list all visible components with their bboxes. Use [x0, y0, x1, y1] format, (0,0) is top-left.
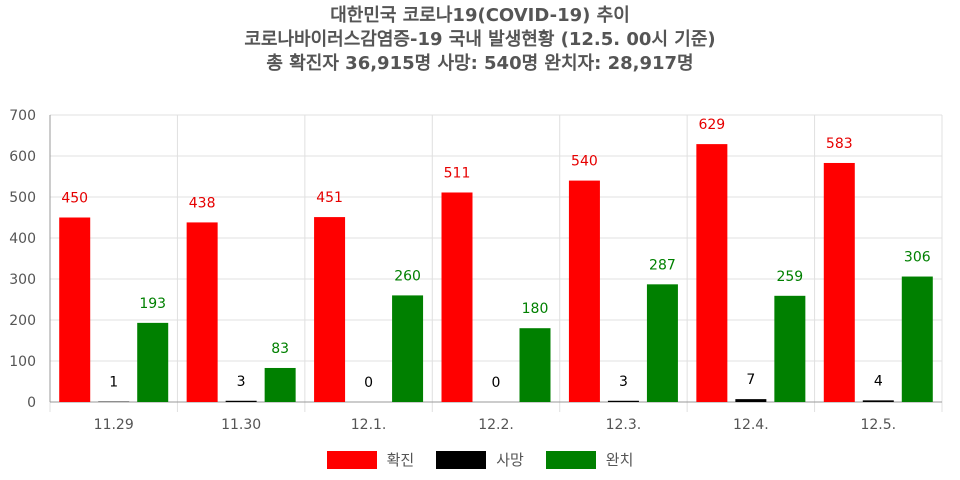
- bar[interactable]: [901, 276, 933, 402]
- data-label: 83: [271, 341, 289, 357]
- data-label: 511: [444, 165, 471, 181]
- bar[interactable]: [568, 180, 600, 402]
- bar[interactable]: [314, 217, 346, 402]
- data-label: 259: [776, 269, 803, 285]
- data-label: 287: [649, 257, 676, 273]
- y-tick-label: 600: [9, 149, 36, 165]
- data-label: 193: [139, 296, 166, 312]
- data-label: 438: [189, 195, 216, 211]
- bar[interactable]: [646, 284, 678, 402]
- y-tick-label: 300: [9, 272, 36, 288]
- data-label: 3: [237, 374, 246, 390]
- bar[interactable]: [441, 192, 473, 402]
- bar[interactable]: [823, 162, 855, 402]
- bar[interactable]: [519, 328, 551, 402]
- data-label: 583: [826, 136, 853, 152]
- data-label: 306: [904, 250, 931, 266]
- title-line-2: 코로나바이러스감염증-19 국내 발생현황 (12.5. 00시 기준): [244, 29, 716, 50]
- data-label: 7: [746, 372, 755, 388]
- data-label: 1: [109, 375, 118, 391]
- bar[interactable]: [862, 400, 894, 402]
- y-tick-label: 200: [9, 313, 36, 329]
- title-line-3: 총 확진자 36,915명 사망: 540명 완치자: 28,917명: [266, 53, 694, 74]
- x-tick-label: 12.1.: [351, 417, 387, 433]
- y-tick-label: 0: [27, 395, 36, 411]
- y-tick-label: 700: [9, 108, 36, 124]
- x-tick-label: 11.30: [221, 417, 261, 433]
- x-tick-label: 12.4.: [733, 417, 769, 433]
- bar[interactable]: [186, 222, 218, 402]
- data-label: 540: [571, 154, 598, 170]
- x-tick-label: 12.5.: [860, 417, 896, 433]
- legend-swatch-confirmed: [326, 450, 377, 469]
- data-label: 0: [492, 375, 501, 391]
- legend-swatch-deaths: [436, 450, 487, 469]
- y-tick-label: 100: [9, 354, 36, 370]
- data-label: 180: [522, 301, 549, 317]
- data-label: 450: [61, 191, 88, 207]
- bar[interactable]: [225, 400, 257, 402]
- legend-item-recovered[interactable]: 완치: [545, 449, 634, 470]
- x-tick-label: 12.2.: [478, 417, 514, 433]
- bar[interactable]: [392, 295, 424, 402]
- legend-label-deaths: 사망: [496, 451, 524, 469]
- x-tick-label: 12.3.: [606, 417, 642, 433]
- data-label: 629: [698, 117, 725, 133]
- bar[interactable]: [696, 144, 728, 403]
- data-label: 260: [394, 268, 421, 284]
- bar[interactable]: [735, 399, 767, 402]
- bar[interactable]: [137, 322, 169, 402]
- y-tick-label: 500: [9, 190, 36, 206]
- bar[interactable]: [774, 295, 806, 402]
- legend-item-confirmed[interactable]: 확진: [326, 449, 415, 470]
- legend-label-recovered: 완치: [605, 451, 634, 469]
- data-label: 451: [316, 190, 343, 206]
- bar[interactable]: [607, 400, 639, 402]
- x-tick-label: 11.29: [94, 417, 134, 433]
- data-label: 0: [364, 375, 373, 391]
- legend: 확진 사망 완치: [0, 449, 960, 470]
- data-label: 3: [619, 374, 628, 390]
- legend-swatch-recovered: [545, 450, 596, 469]
- bar[interactable]: [59, 217, 91, 403]
- title-line-1: 대한민국 코로나19(COVID-19) 추이: [330, 5, 630, 26]
- legend-label-confirmed: 확진: [386, 451, 415, 469]
- data-label: 4: [874, 373, 883, 389]
- y-tick-label: 400: [9, 231, 36, 247]
- legend-item-deaths[interactable]: 사망: [436, 449, 524, 470]
- chart-title: 대한민국 코로나19(COVID-19) 추이 코로나바이러스감염증-19 국내…: [0, 4, 960, 76]
- bar[interactable]: [264, 367, 296, 402]
